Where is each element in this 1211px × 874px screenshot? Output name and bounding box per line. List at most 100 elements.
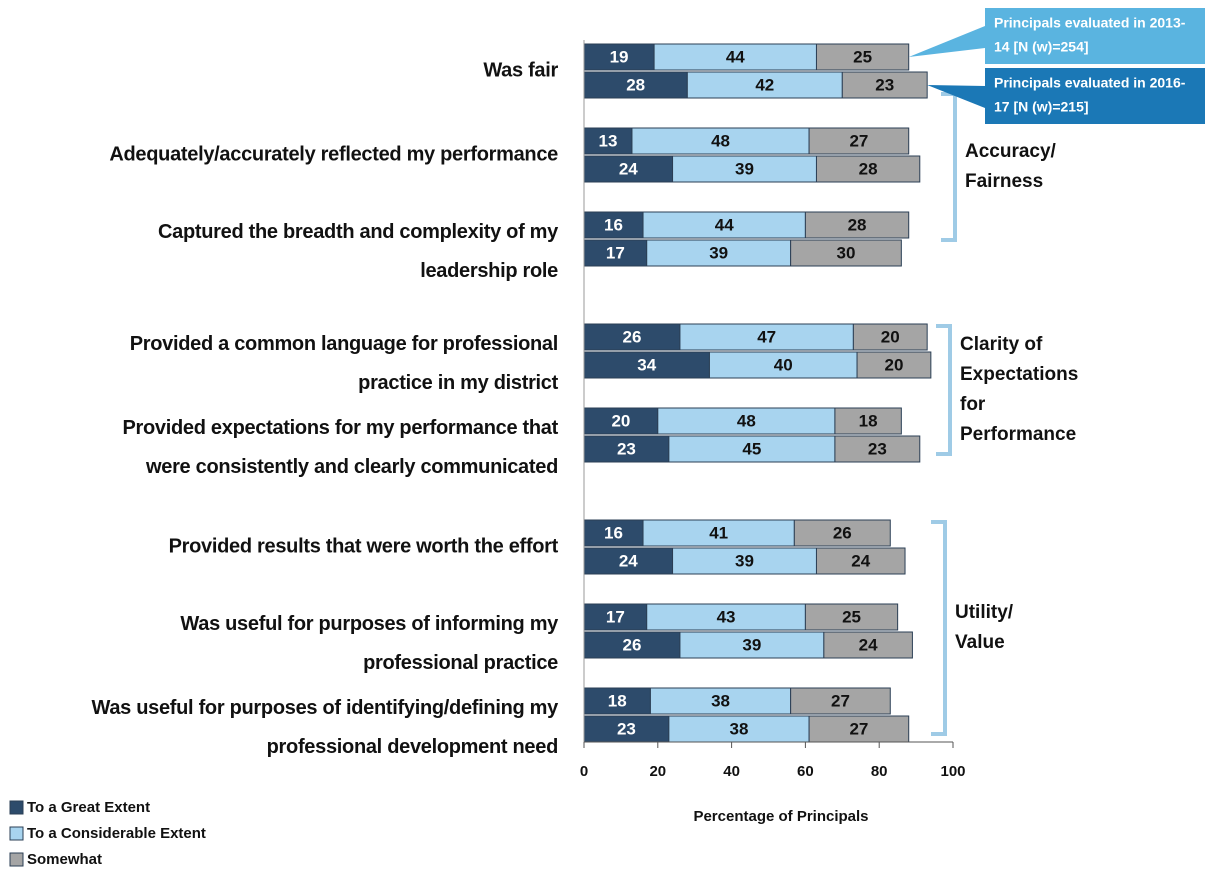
bar-segment xyxy=(834,435,921,463)
bar-segment xyxy=(583,519,644,547)
category-label: leadership role xyxy=(420,260,558,282)
bar-segment xyxy=(583,715,670,743)
value-label: 28 xyxy=(859,159,878,178)
x-tick-label: 80 xyxy=(871,763,888,780)
value-label: 39 xyxy=(742,635,761,654)
value-label: 27 xyxy=(831,691,850,710)
value-label: 41 xyxy=(709,523,728,542)
callout-box xyxy=(985,8,1205,64)
value-label: 26 xyxy=(623,327,642,346)
cohort-label: Principals evaluated in 2013- xyxy=(994,15,1186,31)
value-label: 27 xyxy=(849,131,868,150)
category-label: Adequately/accurately reflected my perfo… xyxy=(109,143,558,165)
callout-pointer xyxy=(927,85,985,108)
bar-segment xyxy=(686,71,843,99)
value-label: 47 xyxy=(757,327,776,346)
x-tick-label: 60 xyxy=(797,763,814,780)
group-label: Expectations xyxy=(960,364,1078,385)
group-label: Value xyxy=(955,632,1005,653)
bar-segment xyxy=(679,323,854,351)
cohort-label: 14 [N (w)=254] xyxy=(994,39,1089,55)
value-label: 28 xyxy=(848,215,867,234)
value-label: 23 xyxy=(617,719,636,738)
group-bracket xyxy=(941,92,957,242)
legend-swatch xyxy=(9,800,24,815)
bar-segment xyxy=(583,547,674,575)
value-label: 28 xyxy=(626,75,645,94)
value-label: 26 xyxy=(833,523,852,542)
value-label: 18 xyxy=(608,691,627,710)
legend-swatch xyxy=(9,852,24,867)
value-label: 24 xyxy=(619,159,638,178)
bar-segment xyxy=(646,239,792,267)
category-label: practice in my district xyxy=(358,372,558,394)
category-label: Captured the breadth and complexity of m… xyxy=(158,221,559,243)
bar-segment xyxy=(790,687,891,715)
bar-segment xyxy=(631,127,810,155)
value-label: 20 xyxy=(881,327,900,346)
value-label: 48 xyxy=(711,131,730,150)
group-label: Fairness xyxy=(965,171,1043,192)
bar-segment xyxy=(804,603,899,631)
legend-label: Somewhat xyxy=(27,851,102,868)
bar-segment xyxy=(815,43,910,71)
value-label: 43 xyxy=(717,607,736,626)
value-label: 16 xyxy=(604,215,623,234)
group-label: Accuracy/ xyxy=(965,141,1057,162)
bar-segment xyxy=(834,407,902,435)
bar-segment xyxy=(808,127,910,155)
value-label: 30 xyxy=(837,243,856,262)
value-label: 24 xyxy=(619,551,638,570)
x-tick-label: 100 xyxy=(940,763,965,780)
value-label: 48 xyxy=(737,411,756,430)
value-label: 44 xyxy=(715,215,734,234)
value-label: 38 xyxy=(711,691,730,710)
bar-segment xyxy=(856,351,932,379)
bar-segment xyxy=(583,155,674,183)
category-label: Provided expectations for my performance… xyxy=(122,417,558,439)
value-label: 34 xyxy=(637,355,656,374)
bar-segment xyxy=(583,127,633,155)
value-label: 24 xyxy=(851,551,870,570)
x-tick-label: 20 xyxy=(649,763,666,780)
bar-segment xyxy=(668,435,836,463)
bar-segment xyxy=(642,211,806,239)
value-label: 40 xyxy=(774,355,793,374)
bar-segment xyxy=(841,71,928,99)
bar-segment xyxy=(583,435,670,463)
value-label: 25 xyxy=(842,607,861,626)
bar-segment xyxy=(804,211,910,239)
bar-segment xyxy=(793,519,891,547)
value-label: 38 xyxy=(730,719,749,738)
bar-segment xyxy=(815,547,906,575)
value-label: 45 xyxy=(742,439,761,458)
value-label: 25 xyxy=(853,47,872,66)
legend-label: To a Considerable Extent xyxy=(27,825,206,842)
legend-swatch xyxy=(9,826,24,841)
value-label: 27 xyxy=(849,719,868,738)
x-tick-label: 0 xyxy=(580,763,588,780)
bar-segment xyxy=(790,239,902,267)
bar-segment xyxy=(823,631,913,659)
bar-segment xyxy=(653,43,817,71)
value-label: 39 xyxy=(709,243,728,262)
bar-segment xyxy=(852,323,928,351)
group-label: Performance xyxy=(960,424,1076,445)
legend-label: To a Great Extent xyxy=(27,799,150,816)
value-label: 23 xyxy=(875,75,894,94)
value-label: 24 xyxy=(859,635,878,654)
value-label: 18 xyxy=(859,411,878,430)
value-label: 39 xyxy=(735,159,754,178)
bar-segment xyxy=(708,351,858,379)
group-bracket xyxy=(931,520,947,736)
category-label: were consistently and clearly communicat… xyxy=(145,456,558,478)
bar-segment xyxy=(583,323,681,351)
value-label: 20 xyxy=(611,411,630,430)
group-bracket xyxy=(936,324,952,456)
category-label: Provided a common language for professio… xyxy=(130,333,558,355)
value-label: 19 xyxy=(610,47,629,66)
cohort-label: Principals evaluated in 2016- xyxy=(994,75,1186,91)
callout-pointer xyxy=(908,26,985,57)
bar-segment xyxy=(583,211,644,239)
